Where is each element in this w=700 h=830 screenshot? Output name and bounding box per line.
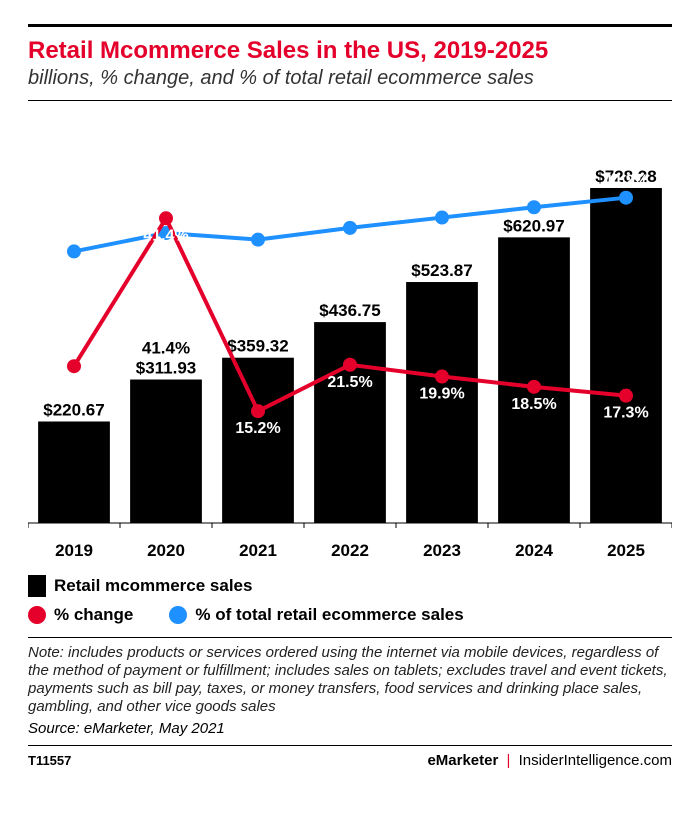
svg-text:$523.87: $523.87 — [411, 261, 472, 280]
svg-text:41.4%: 41.4% — [143, 227, 188, 244]
brand-insider: InsiderIntelligence.com — [519, 752, 672, 769]
footer: T11557 eMarketer | InsiderIntelligence.c… — [28, 752, 672, 769]
subtitle-rule — [28, 100, 672, 101]
combo-chart: $220.67 $311.93 $359.32 $436.75 $523.87 $620.… — [28, 119, 672, 539]
svg-text:41.4%: 41.4% — [142, 338, 190, 357]
svg-text:19.9%: 19.9% — [419, 385, 464, 402]
brand-emarketer: eMarketer — [427, 752, 498, 769]
x-label: 2022 — [304, 541, 396, 561]
bar-swatch-icon — [28, 575, 46, 597]
x-label: 2024 — [488, 541, 580, 561]
svg-text:$359.32: $359.32 — [227, 336, 288, 355]
legend-item-bars: Retail mcommerce sales — [28, 575, 672, 597]
chart-subtitle: billions, % change, and % of total retai… — [28, 67, 672, 90]
svg-text:$620.97: $620.97 — [503, 216, 564, 235]
note-rule — [28, 637, 672, 638]
chart-area: $220.67 $311.93 $359.32 $436.75 $523.87 $620.… — [28, 119, 672, 539]
svg-text:$436.75: $436.75 — [319, 301, 380, 320]
svg-text:15.2%: 15.2% — [235, 420, 280, 437]
svg-text:21.3%: 21.3% — [51, 375, 96, 392]
footer-code: T11557 — [28, 753, 71, 768]
source-text: Source: eMarketer, May 2021 — [28, 720, 672, 737]
svg-text:38.5%: 38.5% — [235, 214, 280, 231]
svg-text:41.5%: 41.5% — [419, 192, 464, 209]
legend-item-share: % of total retail ecommerce sales — [169, 605, 463, 625]
top-rule — [28, 24, 672, 27]
legend-share-label: % of total retail ecommerce sales — [195, 605, 463, 625]
x-label: 2021 — [212, 541, 304, 561]
svg-text:42.9%: 42.9% — [511, 182, 556, 199]
chart-title: Retail Mcommerce Sales in the US, 2019-2… — [28, 37, 672, 65]
svg-text:$311.93: $311.93 — [136, 358, 197, 377]
footer-brand: eMarketer | InsiderIntelligence.com — [427, 752, 672, 769]
svg-text:21.5%: 21.5% — [327, 373, 372, 390]
note-text: Note: includes products or services orde… — [28, 644, 672, 716]
svg-text:18.5%: 18.5% — [511, 395, 556, 412]
x-label: 2019 — [28, 541, 120, 561]
legend-change-label: % change — [54, 605, 133, 625]
red-dot-icon — [28, 606, 46, 624]
svg-text:40.1%: 40.1% — [327, 202, 372, 219]
x-label: 2023 — [396, 541, 488, 561]
svg-text:36.9%: 36.9% — [51, 226, 96, 243]
legend-bars-label: Retail mcommerce sales — [54, 576, 252, 596]
blue-dot-icon — [169, 606, 187, 624]
x-label: 2025 — [580, 541, 672, 561]
divider-icon: | — [507, 752, 511, 769]
x-axis-labels: 2019202020212022202320242025 — [28, 541, 672, 561]
svg-text:17.3%: 17.3% — [603, 404, 648, 421]
svg-text:44.2%: 44.2% — [603, 172, 648, 189]
svg-text:$220.67: $220.67 — [43, 400, 104, 419]
legend: Retail mcommerce sales % change % of tot… — [28, 575, 672, 625]
x-label: 2020 — [120, 541, 212, 561]
legend-item-change: % change — [28, 605, 133, 625]
footer-rule — [28, 745, 672, 746]
